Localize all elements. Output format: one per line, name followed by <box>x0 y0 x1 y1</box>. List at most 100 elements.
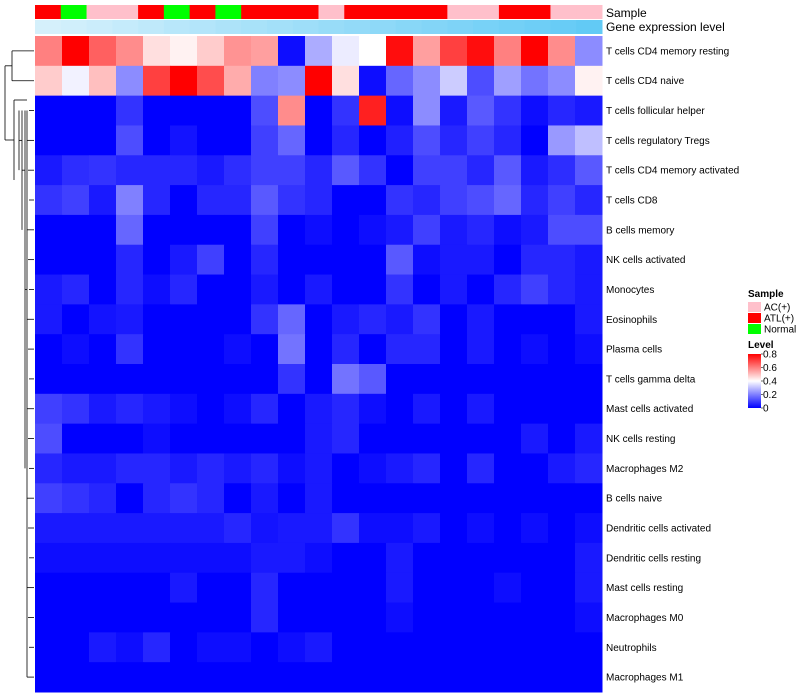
heatmap-cell <box>143 244 171 276</box>
heatmap-cell <box>224 513 252 544</box>
heatmap-cell <box>467 185 495 216</box>
row-label: T cells CD4 memory activated <box>606 166 739 177</box>
heatmap-cell <box>62 483 90 514</box>
heatmap-cell <box>224 36 252 67</box>
heatmap-cell <box>197 155 225 186</box>
heatmap-cell <box>521 304 549 335</box>
heatmap-cell <box>521 244 549 276</box>
heatmap-cell <box>332 334 360 365</box>
heatmap-cell <box>359 36 387 67</box>
heatmap-cell <box>359 393 387 425</box>
expression-annotation-cell <box>112 20 139 34</box>
heatmap-cell <box>116 662 144 693</box>
row-label: Neutrophils <box>606 643 657 654</box>
heatmap-cell <box>89 274 117 305</box>
heatmap-cell <box>575 423 603 454</box>
heatmap-cell <box>332 304 360 335</box>
legend-level-tick-label: 0.8 <box>763 350 777 361</box>
heatmap-cell <box>359 95 387 126</box>
heatmap-cell <box>575 125 603 156</box>
heatmap-cell <box>440 125 468 156</box>
heatmap-cell <box>359 304 387 335</box>
heatmap-cell <box>494 65 522 97</box>
heatmap-cell <box>116 483 144 514</box>
heatmap-cell <box>494 334 522 365</box>
heatmap-cell <box>332 602 360 633</box>
heatmap-cell <box>521 185 549 216</box>
sample-annotation-cell <box>344 5 371 19</box>
heatmap-cell <box>386 244 414 276</box>
heatmap-cell <box>89 36 117 67</box>
heatmap-cell <box>251 65 279 97</box>
heatmap-cell <box>116 393 144 425</box>
heatmap-cell <box>224 483 252 514</box>
heatmap-cell <box>332 572 360 604</box>
heatmap-cell <box>224 185 252 216</box>
heatmap-cell <box>89 125 117 156</box>
heatmap-cell <box>35 423 63 454</box>
heatmap-cell <box>224 662 252 693</box>
heatmap-cell <box>521 364 549 395</box>
heatmap-cell <box>494 572 522 604</box>
heatmap-cell <box>251 662 279 693</box>
heatmap-cell <box>251 36 279 67</box>
heatmap-cell <box>116 304 144 335</box>
heatmap-cell <box>116 36 144 67</box>
heatmap-cell <box>62 542 90 574</box>
heatmap-cell <box>116 602 144 633</box>
heatmap-cell <box>89 304 117 335</box>
heatmap-cell <box>197 274 225 305</box>
heatmap-cell <box>89 185 117 216</box>
heatmap-cell <box>224 542 252 574</box>
row-label: T cells CD4 memory resting <box>606 46 729 57</box>
heatmap-cell <box>467 155 495 186</box>
heatmap-cell <box>575 274 603 305</box>
heatmap-cell <box>494 542 522 574</box>
heatmap-cell <box>440 423 468 454</box>
heatmap-cell <box>278 513 306 544</box>
heatmap-cell <box>467 274 495 305</box>
heatmap-cell <box>332 244 360 276</box>
heatmap-cell <box>116 185 144 216</box>
row-label: T cells follicular helper <box>606 106 705 117</box>
heatmap-cell <box>575 393 603 425</box>
heatmap-cell <box>467 334 495 365</box>
heatmap-cell <box>575 572 603 604</box>
heatmap-cell <box>170 304 198 335</box>
heatmap-cell <box>197 393 225 425</box>
expression-annotation-cell <box>421 20 448 34</box>
heatmap-cell <box>413 513 441 544</box>
heatmap-cell <box>521 95 549 126</box>
heatmap-cell <box>251 214 279 246</box>
heatmap-cell <box>278 423 306 454</box>
heatmap-cell <box>278 334 306 365</box>
heatmap-cell <box>575 632 603 663</box>
heatmap-cell <box>116 334 144 365</box>
heatmap-cell <box>62 393 90 425</box>
heatmap-cell <box>521 36 549 67</box>
heatmap-cell <box>251 632 279 663</box>
heatmap-cell <box>440 244 468 276</box>
heatmap-cell <box>224 125 252 156</box>
heatmap-cell <box>359 185 387 216</box>
heatmap-cell <box>197 483 225 514</box>
heatmap-cell <box>332 364 360 395</box>
heatmap-cell <box>224 65 252 97</box>
heatmap-cell <box>359 632 387 663</box>
heatmap-cell <box>467 214 495 246</box>
heatmap-cell <box>467 244 495 276</box>
heatmap-cell <box>224 304 252 335</box>
heatmap-cell <box>548 36 576 67</box>
heatmap-cell <box>413 453 441 484</box>
heatmap-cell <box>116 364 144 395</box>
heatmap-cell <box>467 632 495 663</box>
heatmap-cell <box>251 513 279 544</box>
heatmap-cell <box>116 453 144 484</box>
sample-annotation-cell <box>473 5 500 19</box>
heatmap-cell <box>305 65 333 97</box>
heatmap-cell <box>224 155 252 186</box>
heatmap-cell <box>575 155 603 186</box>
heatmap-cell <box>440 36 468 67</box>
heatmap-cell <box>305 572 333 604</box>
heatmap-cell <box>89 632 117 663</box>
